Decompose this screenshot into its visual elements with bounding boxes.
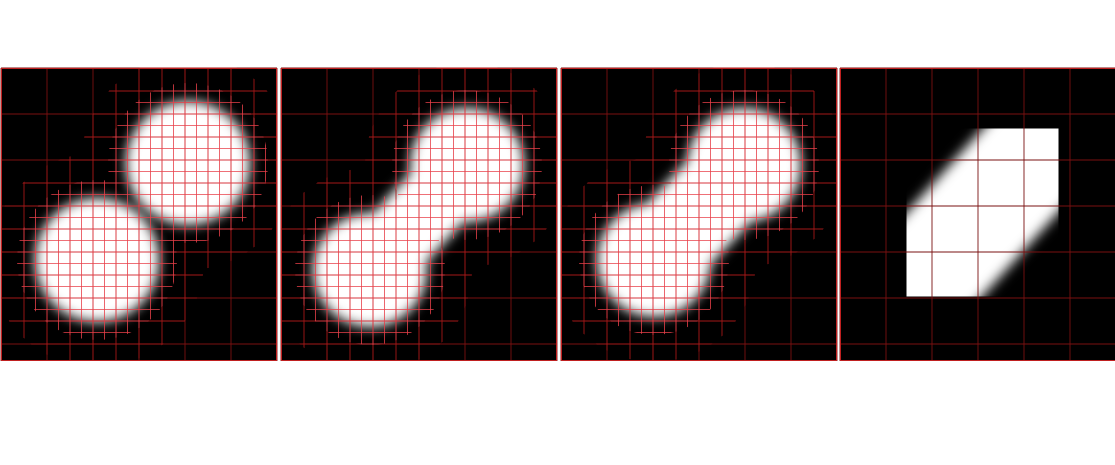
blob [126,101,250,225]
mesh-panel [839,67,1115,361]
blob-neck [879,104,1086,321]
mesh-panel [280,67,558,361]
mesh-panel [0,67,278,361]
panel-border [281,68,557,361]
mesh-panel [560,67,838,361]
panel-border [840,68,1115,361]
panel-border [561,68,837,361]
blob [35,198,159,322]
panel-border [1,68,277,361]
blobs [879,104,1086,321]
